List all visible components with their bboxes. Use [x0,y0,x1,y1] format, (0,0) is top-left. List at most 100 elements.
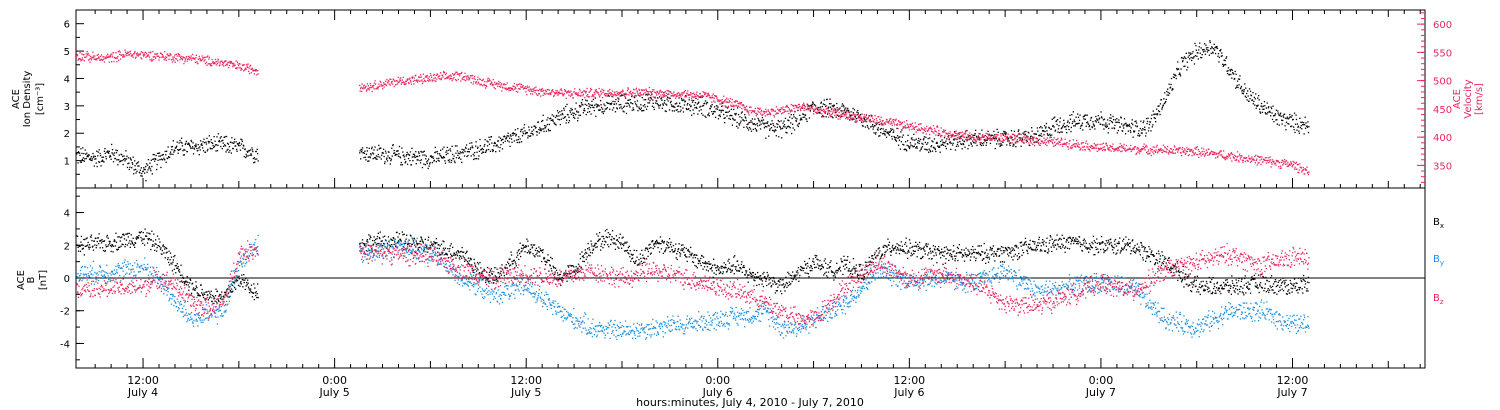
velocity-series-point [237,63,239,65]
velocity-series-point [1236,158,1238,160]
density-series-point [641,110,643,112]
density-series-point [868,128,870,130]
velocity-series-point [1111,148,1114,150]
velocity-series-point [1233,157,1235,159]
density-series-point [702,104,705,107]
density-series-point [80,161,83,163]
density-series-point [1255,107,1257,109]
velocity-series-point [243,64,245,66]
velocity-series-point [910,124,913,126]
density-series-point [959,136,961,138]
velocity-series-point [963,132,965,134]
velocity-series-point [865,116,867,118]
density-series-point [625,102,627,104]
density-series-point [924,148,926,150]
velocity-series-point [532,88,535,90]
density-series-point [1249,98,1251,100]
density-series-point [648,93,650,96]
velocity-series-point [1068,143,1070,145]
density-series-point [678,97,680,99]
velocity-series-point [554,92,556,94]
velocity-series-point [466,78,468,81]
density-series-point [421,166,424,169]
density-series-point [804,114,807,116]
density-series-point [99,161,101,163]
velocity-series-point [511,88,513,91]
velocity-series-point [847,117,849,119]
velocity-series-point [228,64,231,67]
velocity-series-point [129,50,131,52]
density-series-point [1307,121,1309,123]
density-series-point [1082,129,1084,131]
velocity-series-point [1136,146,1139,149]
density-series-point [635,104,638,106]
density-series-point [1041,127,1043,129]
density-series-point [1290,125,1292,128]
velocity-series-point [540,90,542,92]
velocity-series-point [593,91,595,94]
density-series-point [498,136,500,138]
velocity-series-point [534,91,536,94]
velocity-series-point [439,75,441,77]
velocity-series-point [92,55,95,57]
velocity-series-point [1218,154,1220,156]
density-series-point [1005,132,1007,134]
velocity-series-point [918,129,921,131]
velocity-series-point [584,97,586,99]
velocity-series-point [441,74,444,77]
velocity-series-point [514,86,516,88]
velocity-series-point [879,118,881,120]
velocity-series-point [391,80,393,83]
velocity-series-point [960,132,962,134]
velocity-series-point [1241,155,1243,157]
density-series-point [573,116,575,118]
velocity-series-point [677,95,679,97]
density-series-point [739,122,742,124]
velocity-series-point [1235,159,1237,162]
velocity-series-point [361,90,363,93]
velocity-series-point [148,51,150,53]
density-series-point [1051,118,1053,120]
velocity-series-point [846,116,848,118]
velocity-series-point [1141,149,1143,151]
density-series-point [538,129,540,131]
density-series-point [570,113,572,115]
velocity-series-point [1236,151,1239,153]
velocity-series-point [1286,165,1288,168]
velocity-series-point [1185,150,1187,152]
velocity-series-point [438,78,440,80]
density-series-point [989,142,992,144]
density-series-point [178,149,180,151]
density-series-point [1057,128,1060,130]
velocity-series-point [914,126,916,128]
density-series-point [709,108,711,110]
velocity-series-point [990,137,993,139]
density-series-point [1112,115,1114,118]
density-series-point [730,108,732,110]
velocity-series-point [1088,148,1091,151]
velocity-series-point [755,112,757,115]
density-series-point [656,100,658,102]
velocity-series-point [83,54,85,56]
density-series-point [1124,123,1126,125]
velocity-series-point [432,79,434,81]
density-series-point [887,132,889,134]
density-series-point [420,150,422,153]
velocity-series-point [488,80,490,82]
density-series-point [637,110,639,112]
density-series-point [807,107,810,110]
velocity-series-point [383,86,385,88]
velocity-series-point [601,97,604,99]
velocity-series-point [753,111,755,113]
density-series-point [1199,42,1201,44]
velocity-series-point [124,51,127,53]
density-series-point [421,151,423,153]
density-series-point [1245,96,1247,99]
density-series-point [1040,125,1042,128]
density-series-point [87,154,89,157]
velocity-series-point [176,58,178,60]
velocity-series-point [500,84,502,86]
density-series-point [769,128,771,130]
velocity-series-point [716,99,719,101]
density-series-point [839,107,841,109]
